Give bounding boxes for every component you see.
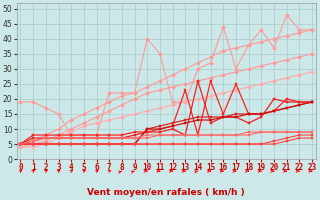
X-axis label: Vent moyen/en rafales ( km/h ): Vent moyen/en rafales ( km/h ) bbox=[87, 188, 245, 197]
